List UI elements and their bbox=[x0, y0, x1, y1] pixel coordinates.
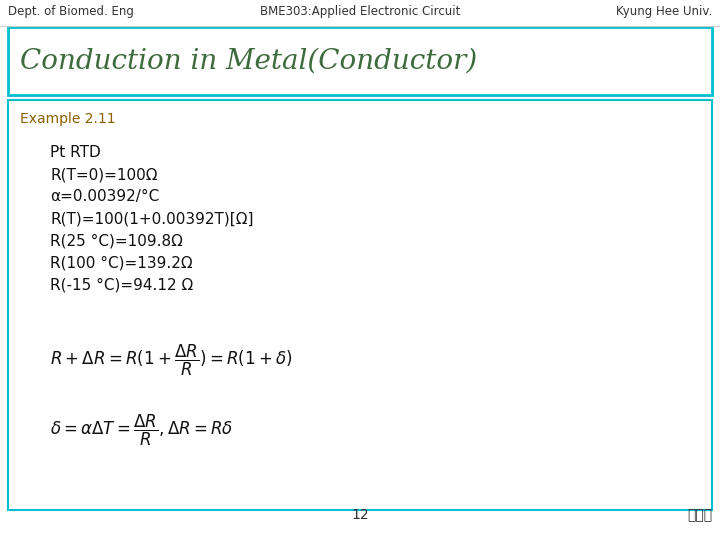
Text: α=0.00392/°C: α=0.00392/°C bbox=[50, 189, 159, 204]
Text: Kyung Hee Univ.: Kyung Hee Univ. bbox=[616, 5, 712, 18]
Text: R(-15 °C)=94.12 Ω: R(-15 °C)=94.12 Ω bbox=[50, 277, 193, 292]
Text: $\delta = \alpha \Delta T = \dfrac{\Delta R}{R}, \Delta R = R\delta$: $\delta = \alpha \Delta T = \dfrac{\Delt… bbox=[50, 413, 233, 448]
Text: R(T)=100(1+0.00392T)[Ω]: R(T)=100(1+0.00392T)[Ω] bbox=[50, 211, 253, 226]
Text: R(100 °C)=139.2Ω: R(100 °C)=139.2Ω bbox=[50, 255, 193, 270]
Text: BME303:Applied Electronic Circuit: BME303:Applied Electronic Circuit bbox=[260, 5, 460, 18]
Text: R(T=0)=100Ω: R(T=0)=100Ω bbox=[50, 167, 158, 182]
Text: 이규락: 이규락 bbox=[687, 508, 712, 522]
Text: Example 2.11: Example 2.11 bbox=[20, 112, 116, 126]
Text: 12: 12 bbox=[351, 508, 369, 522]
Text: R(25 °C)=109.8Ω: R(25 °C)=109.8Ω bbox=[50, 233, 183, 248]
Text: Dept. of Biomed. Eng: Dept. of Biomed. Eng bbox=[8, 5, 134, 18]
Text: $R + \Delta R = R(1 + \dfrac{\Delta R}{R}) = R(1 + \delta)$: $R + \Delta R = R(1 + \dfrac{\Delta R}{R… bbox=[50, 342, 292, 377]
Text: Conduction in Metal(Conductor): Conduction in Metal(Conductor) bbox=[20, 48, 477, 75]
FancyBboxPatch shape bbox=[8, 100, 712, 510]
Text: Pt RTD: Pt RTD bbox=[50, 145, 101, 160]
FancyBboxPatch shape bbox=[8, 27, 712, 95]
